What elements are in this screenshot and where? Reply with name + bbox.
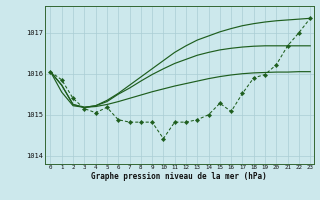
X-axis label: Graphe pression niveau de la mer (hPa): Graphe pression niveau de la mer (hPa) <box>91 172 267 181</box>
